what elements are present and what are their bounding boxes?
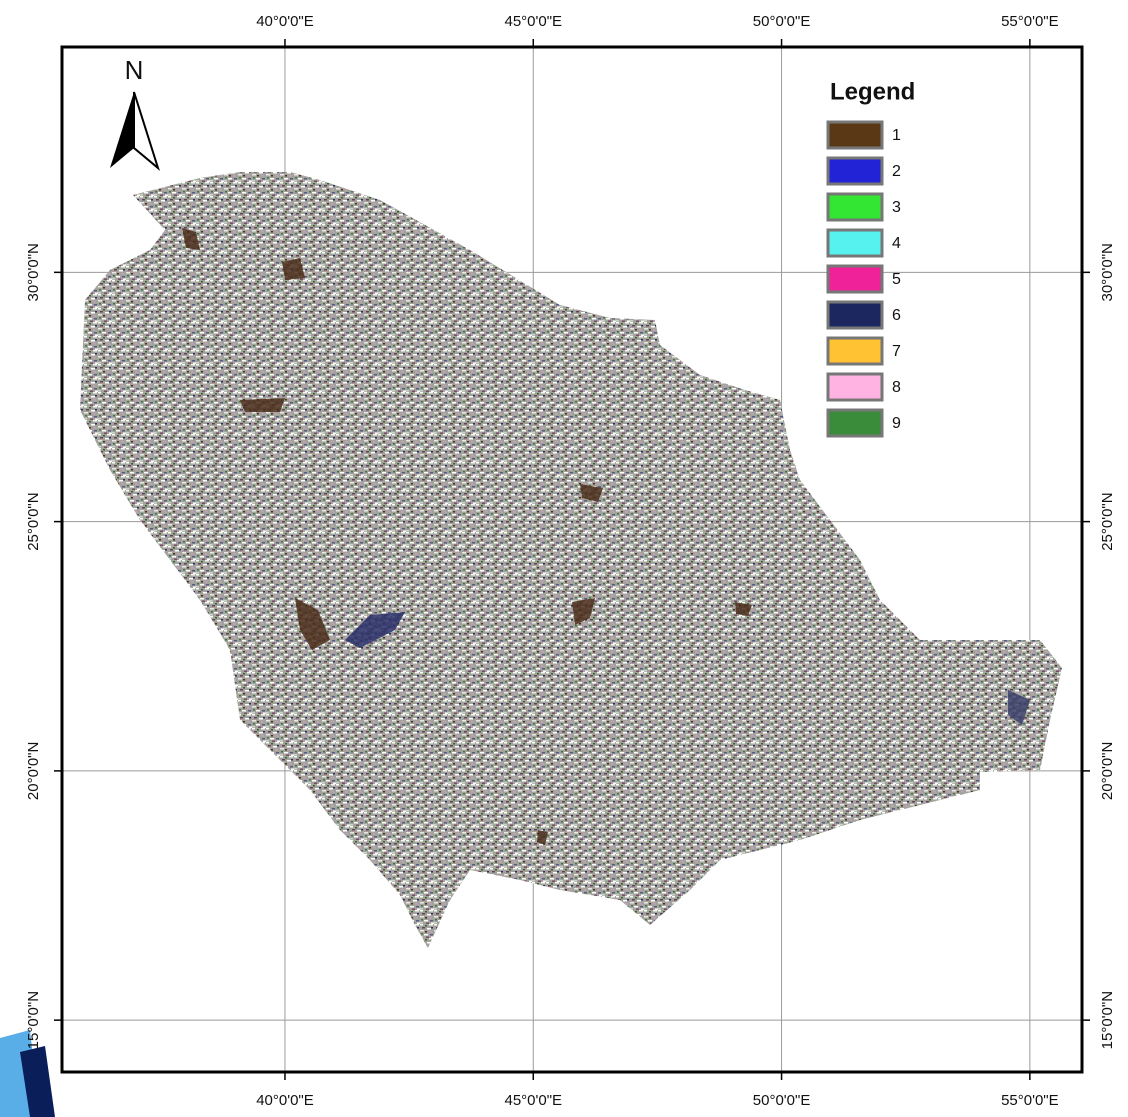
map-figure: N Legend 1 2 3 4 5 6 7 8 9 40°0'0"E 40°0'0"E 45°0'… bbox=[0, 0, 1128, 1117]
legend-label: 4 bbox=[892, 235, 901, 252]
lat-label: 30°0'0"N bbox=[25, 243, 42, 301]
legend-title: Legend bbox=[830, 78, 915, 105]
legend-swatch bbox=[828, 266, 882, 292]
lat-label: 25°0'0"N bbox=[1099, 492, 1116, 550]
legend-swatch bbox=[828, 338, 882, 364]
country-raster bbox=[80, 172, 1062, 948]
legend-label: 2 bbox=[892, 163, 901, 180]
legend-label: 1 bbox=[892, 127, 901, 144]
legend-label: 7 bbox=[892, 343, 901, 360]
lon-label: 40°0'0"E bbox=[256, 13, 314, 30]
lat-label: 15°0'0"N bbox=[25, 991, 42, 1049]
lat-label: 15°0'0"N bbox=[1099, 991, 1116, 1049]
legend-label: 9 bbox=[892, 415, 901, 432]
north-arrow: N bbox=[110, 55, 158, 168]
legend-label: 8 bbox=[892, 379, 901, 396]
lon-label: 50°0'0"E bbox=[753, 1092, 811, 1109]
legend-label: 6 bbox=[892, 307, 901, 324]
legend-swatch bbox=[828, 302, 882, 328]
lat-label: 20°0'0"N bbox=[25, 742, 42, 800]
north-label: N bbox=[125, 55, 144, 85]
lon-label: 40°0'0"E bbox=[256, 1092, 314, 1109]
legend-label: 5 bbox=[892, 271, 901, 288]
legend-swatch bbox=[828, 194, 882, 220]
legend-swatch bbox=[828, 410, 882, 436]
lat-label: 30°0'0"N bbox=[1099, 243, 1116, 301]
legend-swatch bbox=[828, 158, 882, 184]
lon-label: 55°0'0"E bbox=[1001, 13, 1059, 30]
legend-swatch bbox=[828, 230, 882, 256]
lon-label: 55°0'0"E bbox=[1001, 1092, 1059, 1109]
legend-swatch bbox=[828, 374, 882, 400]
legend-swatch bbox=[828, 122, 882, 148]
legend: Legend 1 2 3 4 5 6 7 8 9 bbox=[828, 78, 915, 436]
lon-label: 45°0'0"E bbox=[504, 1092, 562, 1109]
lat-label: 20°0'0"N bbox=[1099, 742, 1116, 800]
lat-label: 25°0'0"N bbox=[25, 492, 42, 550]
lon-label: 50°0'0"E bbox=[753, 13, 811, 30]
lon-label: 45°0'0"E bbox=[504, 13, 562, 30]
legend-label: 3 bbox=[892, 199, 901, 216]
